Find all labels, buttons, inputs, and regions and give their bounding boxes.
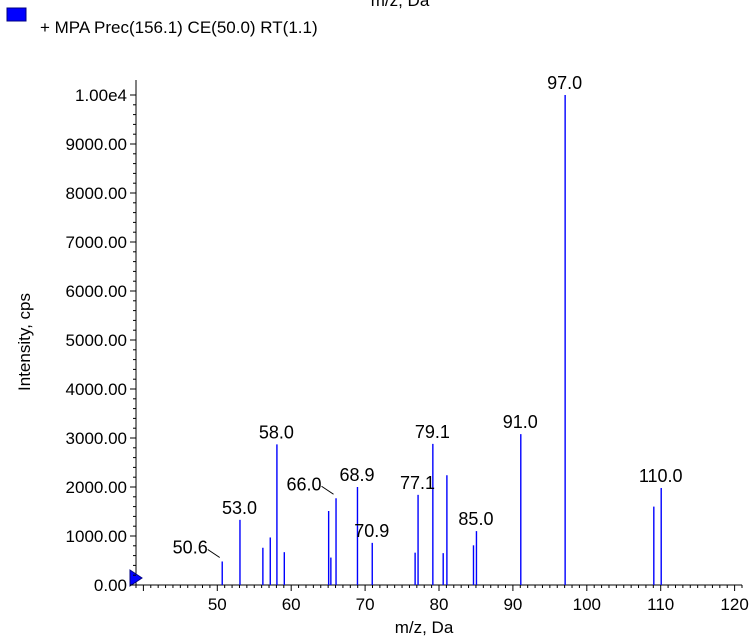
peak-label: 58.0 bbox=[259, 422, 294, 442]
x-tick-label: 100 bbox=[573, 595, 601, 614]
x-axis-title: m/z, Da bbox=[395, 618, 454, 637]
peak-label: 110.0 bbox=[639, 466, 683, 486]
peak-label: 53.0 bbox=[222, 498, 257, 518]
y-axis-title: Intensity, cps bbox=[15, 293, 34, 391]
x-tick-label: 50 bbox=[208, 595, 227, 614]
y-tick-label: 5000.00 bbox=[66, 331, 127, 350]
x-tick-label: 120 bbox=[720, 595, 748, 614]
peak-label: 77.1 bbox=[400, 473, 435, 493]
x-tick-label: 80 bbox=[430, 595, 449, 614]
y-axis-ticks: 0.00 1000.00 2000.00 3000.00 4000.00 5000.00 6… bbox=[66, 86, 136, 595]
y-tick-label: 6000.00 bbox=[66, 282, 127, 301]
peak-label: 97.0 bbox=[547, 73, 582, 93]
peak-label-leader bbox=[207, 549, 221, 558]
y-tick-label: 7000.00 bbox=[66, 233, 127, 252]
y-tick-label: 2000.00 bbox=[66, 478, 127, 497]
y-tick-label: 1.00e4 bbox=[75, 86, 127, 105]
y-tick-label: 3000.00 bbox=[66, 429, 127, 448]
x-tick-label: 110 bbox=[647, 595, 674, 614]
top-cut-axis-title: m/z, Da bbox=[371, 0, 430, 10]
x-tick-label: 70 bbox=[356, 595, 375, 614]
peak-labels: 50.6 53.0 58.0 66.0 68.9 70.9 77.1 79.1 85.0 91.0… bbox=[173, 73, 683, 558]
peak-label: 85.0 bbox=[458, 509, 493, 529]
origin-marker-icon bbox=[129, 569, 143, 587]
peak-label: 66.0 bbox=[286, 474, 321, 494]
y-tick-label: 4000.00 bbox=[66, 380, 127, 399]
peaks bbox=[221, 95, 662, 585]
peak-label: 91.0 bbox=[503, 412, 538, 432]
peak-label: 50.6 bbox=[173, 537, 208, 557]
x-tick-label: 90 bbox=[503, 595, 522, 614]
legend: + MPA Prec(156.1) CE(50.0) RT(1.1) bbox=[6, 7, 318, 37]
y-tick-label: 1000.00 bbox=[66, 527, 127, 546]
x-tick-label: 60 bbox=[282, 595, 301, 614]
peak-label-leader bbox=[321, 485, 334, 495]
y-tick-label: 8000.00 bbox=[66, 184, 127, 203]
legend-label: + MPA Prec(156.1) CE(50.0) RT(1.1) bbox=[40, 18, 318, 37]
y-tick-label: 0.00 bbox=[94, 576, 127, 595]
peak-label: 79.1 bbox=[415, 422, 450, 442]
peak-label: 70.9 bbox=[354, 521, 389, 541]
peak-label: 68.9 bbox=[339, 465, 374, 485]
x-axis-ticks: 50 60 70 80 90 100 110 120 bbox=[135, 585, 749, 614]
legend-swatch bbox=[6, 7, 27, 22]
y-tick-label: 9000.00 bbox=[66, 135, 127, 154]
